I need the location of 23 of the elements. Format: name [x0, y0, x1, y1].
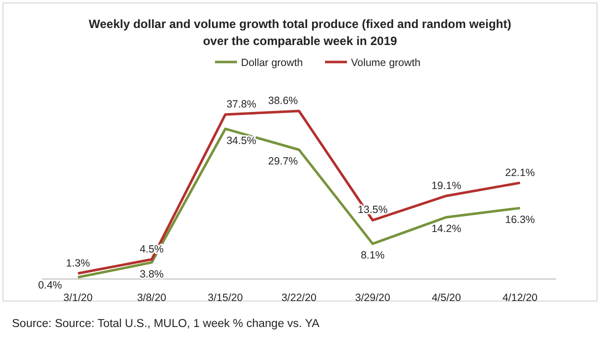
- data-label: 8.1%: [360, 250, 385, 262]
- x-tick-label: 4/12/20: [502, 292, 538, 304]
- data-label: 22.1%: [505, 166, 535, 179]
- x-tick-label: 3/1/20: [63, 292, 93, 304]
- data-label: 1.3%: [66, 257, 90, 270]
- data-label: 14.2%: [431, 223, 462, 236]
- x-tick-label: 3/22/20: [281, 292, 317, 304]
- data-label: 0.4%: [38, 279, 62, 292]
- x-tick-label: 3/29/20: [355, 292, 390, 304]
- x-tick-label: 3/8/20: [137, 292, 166, 304]
- chart-title: Weekly dollar and volume growth total produce (fixed and random weight) over the comparable week in 2019: [88, 17, 512, 48]
- data-label: 29.7%: [268, 156, 298, 168]
- source-note: Source: Source: Total U.S., MULO, 1 week % change vs. YA: [12, 318, 320, 330]
- data-label: 37.8%: [226, 98, 256, 110]
- data-label: 19.1%: [431, 180, 462, 192]
- legend-label: Dollar growth: [241, 57, 304, 69]
- data-label: 34.5%: [226, 134, 256, 147]
- legend-label: Volume growth: [351, 57, 421, 69]
- data-label: 38.6%: [268, 95, 298, 107]
- x-tick-label: 3/15/20: [208, 292, 244, 304]
- x-tick-label: 4/5/20: [432, 292, 462, 304]
- data-label: 3.8%: [140, 268, 164, 280]
- data-label: 16.3%: [505, 214, 535, 226]
